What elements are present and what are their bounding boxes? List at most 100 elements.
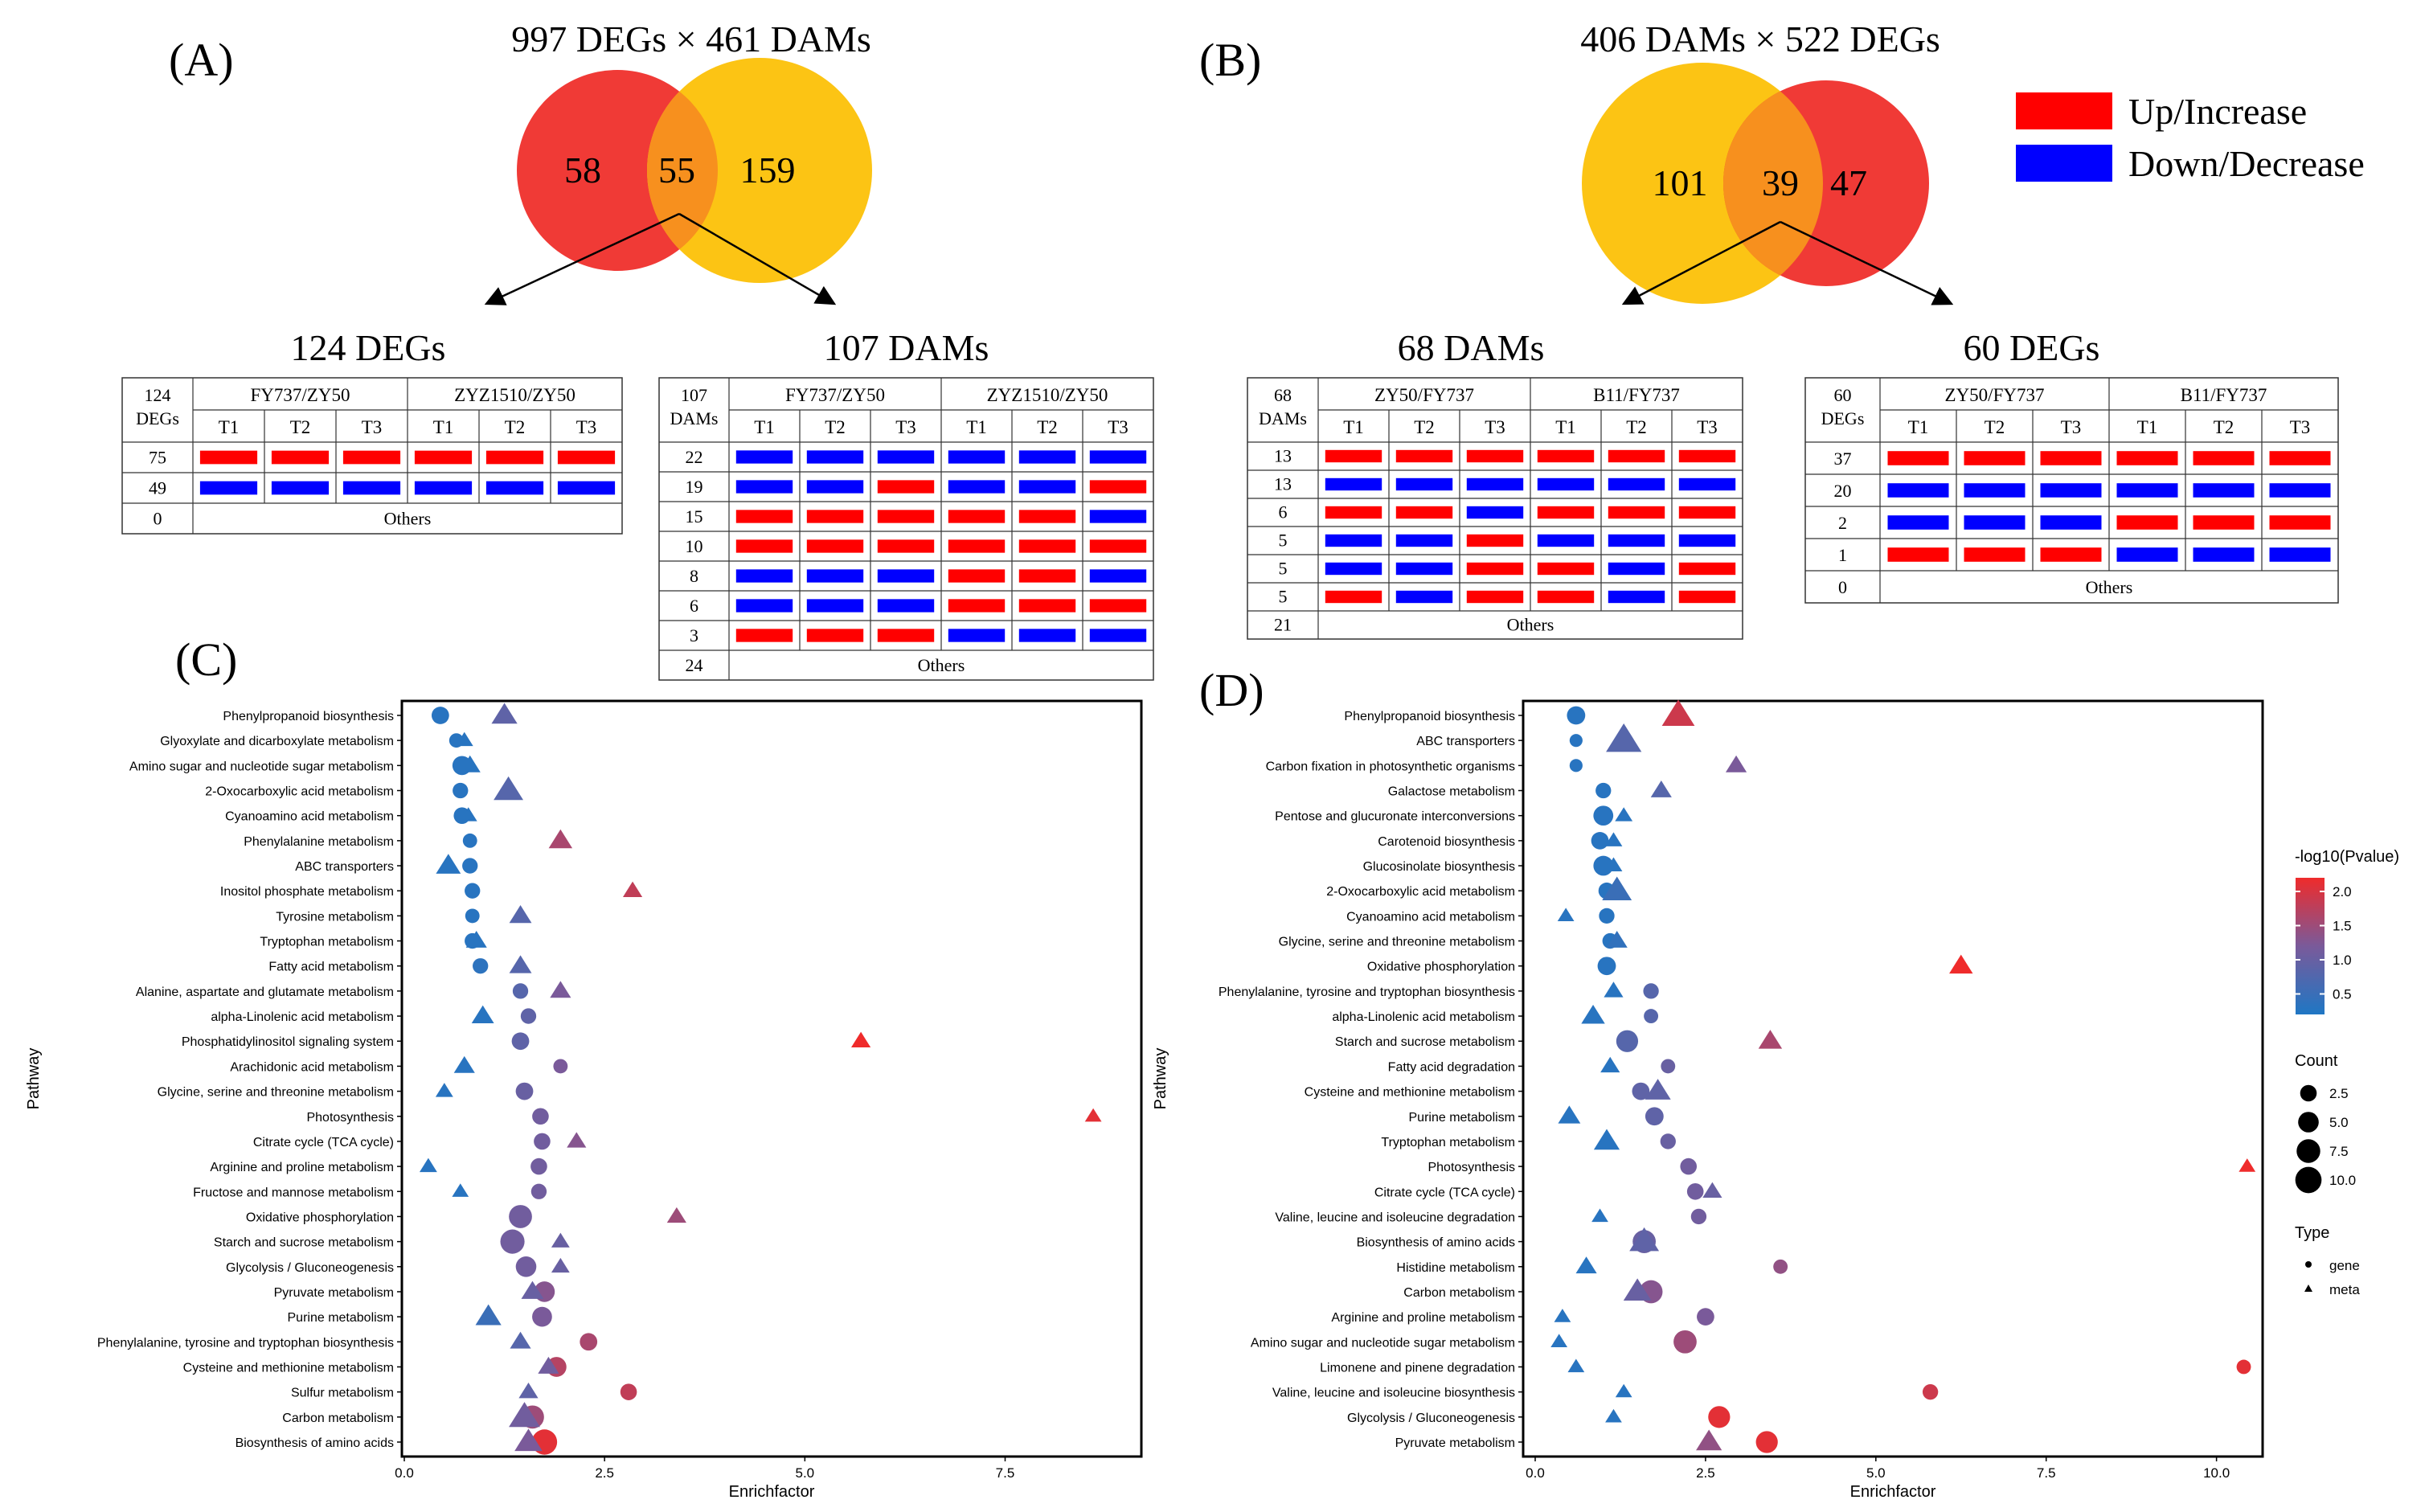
table-title: 60 DEGs bbox=[1964, 327, 2100, 368]
pathway-label: Carbon metabolism bbox=[1403, 1286, 1515, 1300]
meta-point bbox=[453, 1055, 475, 1073]
table-frame bbox=[121, 377, 623, 535]
meta-point bbox=[1650, 780, 1672, 797]
table-col-header: T2 bbox=[1626, 417, 1647, 437]
table-group-header: FY737/ZY50 bbox=[251, 385, 350, 405]
count-legend: 2.5 5.0 7.5 10.0 bbox=[2295, 1084, 2356, 1194]
down-legend-label: Down/Decrease bbox=[2128, 143, 2365, 184]
x-axis-label: Enrichfactor bbox=[729, 1483, 815, 1501]
down-bar bbox=[1089, 450, 1147, 464]
down-bar bbox=[948, 629, 1006, 642]
up-bar bbox=[1608, 449, 1665, 463]
up-bar bbox=[557, 450, 616, 465]
venn-right-count: 159 bbox=[740, 150, 796, 191]
meta-point bbox=[1604, 857, 1623, 872]
meta-point bbox=[1575, 1256, 1597, 1274]
down-bar bbox=[877, 569, 935, 583]
table-row-count: 13 bbox=[1274, 474, 1292, 494]
x-tick-label: 0.0 bbox=[1526, 1465, 1545, 1481]
pathway-label: Fatty acid degradation bbox=[1388, 1060, 1515, 1074]
meta-point bbox=[436, 854, 461, 874]
up-bar bbox=[1466, 449, 1524, 463]
meta-point bbox=[1615, 1383, 1632, 1398]
up-legend-label: Up/Increase bbox=[2128, 91, 2307, 132]
up-bar bbox=[1964, 547, 2026, 562]
table-row-count: 10 bbox=[686, 536, 703, 556]
up-bar bbox=[2269, 451, 2331, 465]
meta-point bbox=[494, 776, 523, 801]
meta-point bbox=[1758, 1030, 1783, 1049]
gene-point bbox=[1593, 805, 1614, 826]
down-bar bbox=[2040, 483, 2102, 498]
table-col-header: T1 bbox=[433, 417, 454, 437]
pathway-label: Galactose metabolism bbox=[1388, 785, 1515, 799]
gene-point bbox=[580, 1333, 598, 1351]
table-row-count: 0 bbox=[154, 509, 162, 529]
meta-point bbox=[1567, 1358, 1585, 1373]
table-corner-label: DEGs bbox=[1821, 408, 1865, 428]
gene-point bbox=[520, 1008, 537, 1024]
scatter-legend: -log10(Pvalue) 2.0 1.5 1.0 0.5 Count 2.5 5.0… bbox=[2295, 848, 2399, 1297]
up-bar bbox=[2116, 451, 2178, 465]
up-bar bbox=[2193, 515, 2255, 530]
table-others-label: Others bbox=[384, 509, 432, 529]
down-bar bbox=[271, 481, 330, 495]
meta-point bbox=[1949, 954, 1973, 974]
meta-point bbox=[459, 807, 477, 822]
down-bar bbox=[1089, 629, 1147, 642]
pathway-label: Biosynthesis of amino acids bbox=[1357, 1236, 1515, 1250]
up-legend-swatch bbox=[2016, 92, 2112, 129]
down-bar bbox=[1018, 450, 1076, 464]
down-bar bbox=[2269, 483, 2331, 498]
down-bar bbox=[199, 481, 258, 495]
pvalue-colorbar-ticks: 2.0 1.5 1.0 0.5 bbox=[2296, 884, 2352, 1002]
up-bar bbox=[1537, 590, 1595, 604]
up-bar bbox=[1018, 569, 1076, 583]
pathway-label: Inositol phosphate metabolism bbox=[220, 885, 394, 899]
count-legend-label: 7.5 bbox=[2329, 1144, 2349, 1159]
table-frame bbox=[1804, 377, 2339, 604]
gene-point bbox=[1680, 1158, 1698, 1175]
table-row-count: 6 bbox=[1279, 502, 1288, 522]
up-bar bbox=[735, 629, 793, 642]
x-tick-label: 5.0 bbox=[1866, 1465, 1886, 1481]
pathway-label: Histidine metabolism bbox=[1396, 1261, 1515, 1275]
table-row-count: 19 bbox=[686, 477, 703, 497]
down-bar bbox=[877, 599, 935, 613]
up-bar bbox=[877, 629, 935, 642]
up-bar bbox=[1325, 590, 1382, 604]
up-bar bbox=[2193, 451, 2255, 465]
meta-point bbox=[510, 1331, 531, 1349]
pathway-label: Photosynthesis bbox=[1427, 1161, 1515, 1174]
gene-point bbox=[473, 958, 489, 974]
down-bar bbox=[948, 450, 1006, 464]
pathway-label: Phenylpropanoid biosynthesis bbox=[1344, 710, 1515, 723]
up-bar bbox=[1325, 506, 1382, 519]
venn-arrow-left bbox=[484, 212, 680, 305]
meta-point bbox=[1615, 807, 1633, 822]
gene-point bbox=[1697, 1308, 1714, 1326]
count-legend-label: 2.5 bbox=[2329, 1086, 2349, 1101]
pathway-label: Biosynthesis of amino acids bbox=[236, 1436, 394, 1450]
table-corner-label: DAMs bbox=[1259, 408, 1307, 428]
down-bar bbox=[2269, 547, 2331, 562]
down-bar bbox=[735, 480, 793, 494]
gene-point bbox=[431, 707, 449, 724]
table-group-header: FY737/ZY50 bbox=[785, 385, 885, 405]
y-axis-label: Pathway bbox=[1152, 1048, 1169, 1110]
up-bar bbox=[1018, 510, 1076, 523]
up-bar bbox=[806, 510, 864, 523]
table-col-header: T1 bbox=[1908, 417, 1929, 437]
table-row-count: 2 bbox=[1838, 513, 1847, 533]
down-bar bbox=[1325, 477, 1382, 491]
gene-point bbox=[515, 1082, 534, 1100]
table-group-header: ZYZ1510/ZY50 bbox=[987, 385, 1108, 405]
table-corner-count: 107 bbox=[681, 385, 707, 405]
gene-point bbox=[1595, 782, 1612, 799]
table-corner-count: 124 bbox=[145, 385, 171, 405]
down-bar bbox=[1325, 562, 1382, 576]
meta-point bbox=[1645, 1079, 1671, 1100]
up-bar bbox=[1537, 449, 1595, 463]
pvalue-tick-label: 1.0 bbox=[2333, 953, 2352, 968]
up-bar bbox=[1089, 599, 1147, 613]
